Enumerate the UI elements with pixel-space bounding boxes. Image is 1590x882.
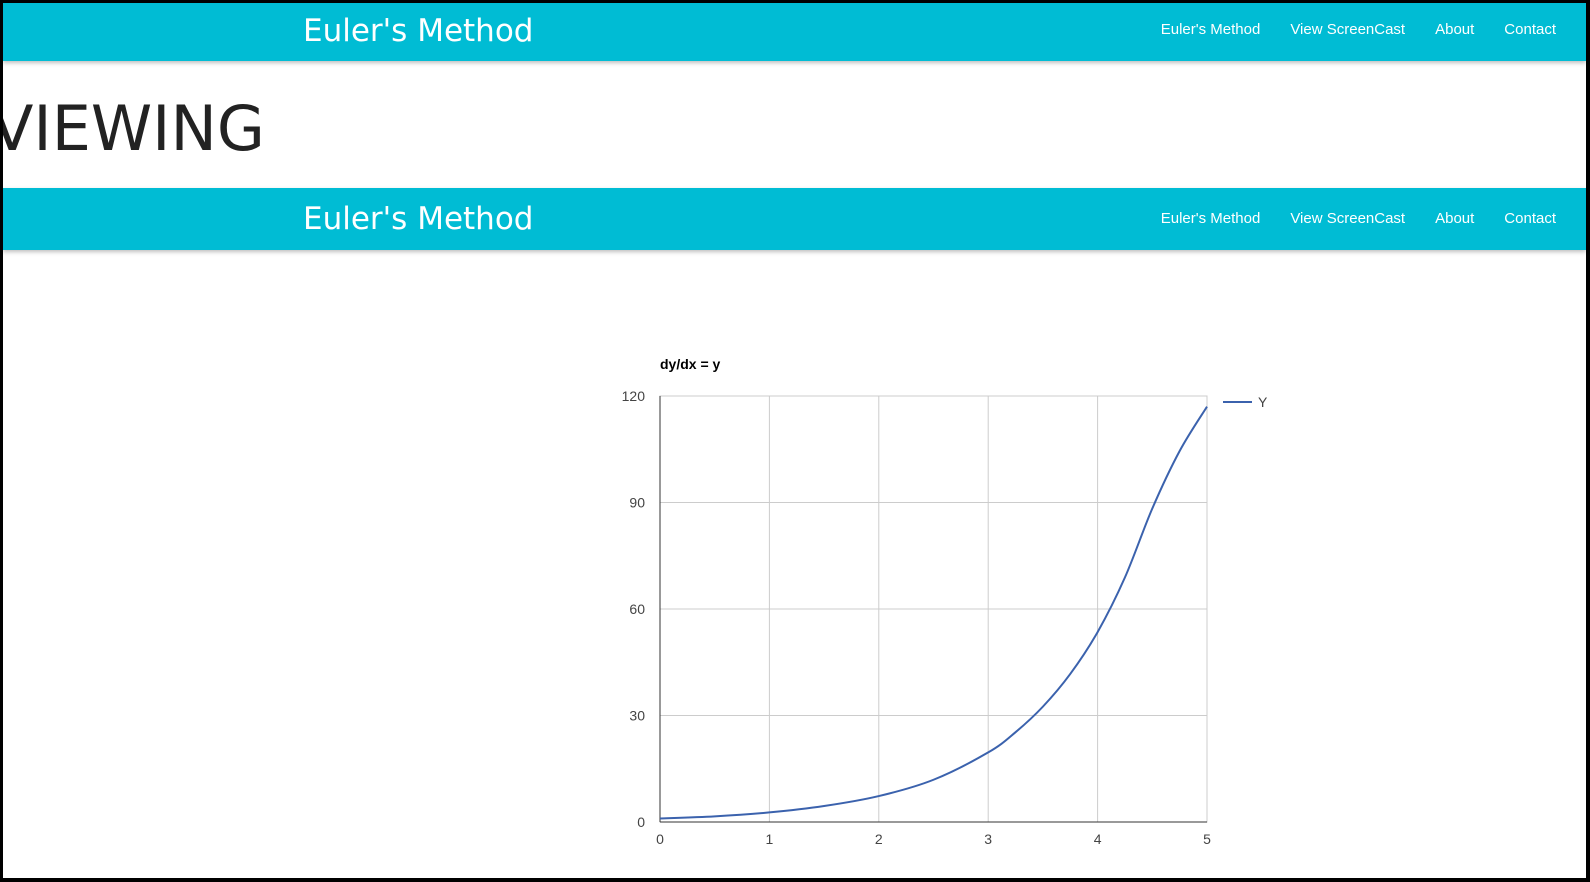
y-tick-label: 90 xyxy=(629,495,645,511)
legend-label: Y xyxy=(1258,394,1268,410)
nav-link-view-screencast[interactable]: View ScreenCast xyxy=(1290,21,1406,38)
x-tick-label: 4 xyxy=(1094,831,1102,847)
nav-link-about[interactable]: About xyxy=(1435,21,1475,38)
nav-link-view-screencast-second[interactable]: View ScreenCast xyxy=(1290,210,1406,227)
nav-link-eulers-method[interactable]: Euler's Method xyxy=(1160,21,1261,38)
line-chart: 0 1 2 3 4 5 0 30 60 90 120 dy/dx = y Y xyxy=(622,356,1268,847)
nav-link-eulers-method-second[interactable]: Euler's Method xyxy=(1160,210,1261,227)
browser-viewport: Euler's Method Euler's Method View Scree… xyxy=(3,3,1586,878)
brand-link[interactable]: Euler's Method xyxy=(303,13,534,49)
y-tick-label: 30 xyxy=(629,708,645,724)
nav-links: Euler's Method View ScreenCast About Con… xyxy=(1161,20,1556,40)
x-tick-label: 3 xyxy=(984,831,992,847)
chart-title: dy/dx = y xyxy=(660,356,721,372)
x-tick-label: 1 xyxy=(766,831,774,847)
nav-link-contact-second[interactable]: Contact xyxy=(1504,210,1556,227)
x-tick-label: 5 xyxy=(1203,831,1211,847)
nav-link-contact[interactable]: Contact xyxy=(1504,21,1556,38)
series-line-y xyxy=(659,406,1208,820)
brand-link-second[interactable]: Euler's Method xyxy=(303,201,534,237)
y-tick-label: 0 xyxy=(637,814,645,830)
x-tick-label: 2 xyxy=(875,831,883,847)
y-tick-label: 60 xyxy=(629,601,645,617)
y-tick-label: 120 xyxy=(622,388,646,404)
nav-link-about-second[interactable]: About xyxy=(1435,210,1475,227)
second-navbar: Euler's Method Euler's Method View Scree… xyxy=(3,188,1586,250)
page-heading: VIEWING xyxy=(3,92,265,165)
x-tick-label: 0 xyxy=(656,831,664,847)
top-navbar: Euler's Method Euler's Method View Scree… xyxy=(3,3,1586,61)
nav-links-second: Euler's Method View ScreenCast About Con… xyxy=(1161,209,1556,229)
